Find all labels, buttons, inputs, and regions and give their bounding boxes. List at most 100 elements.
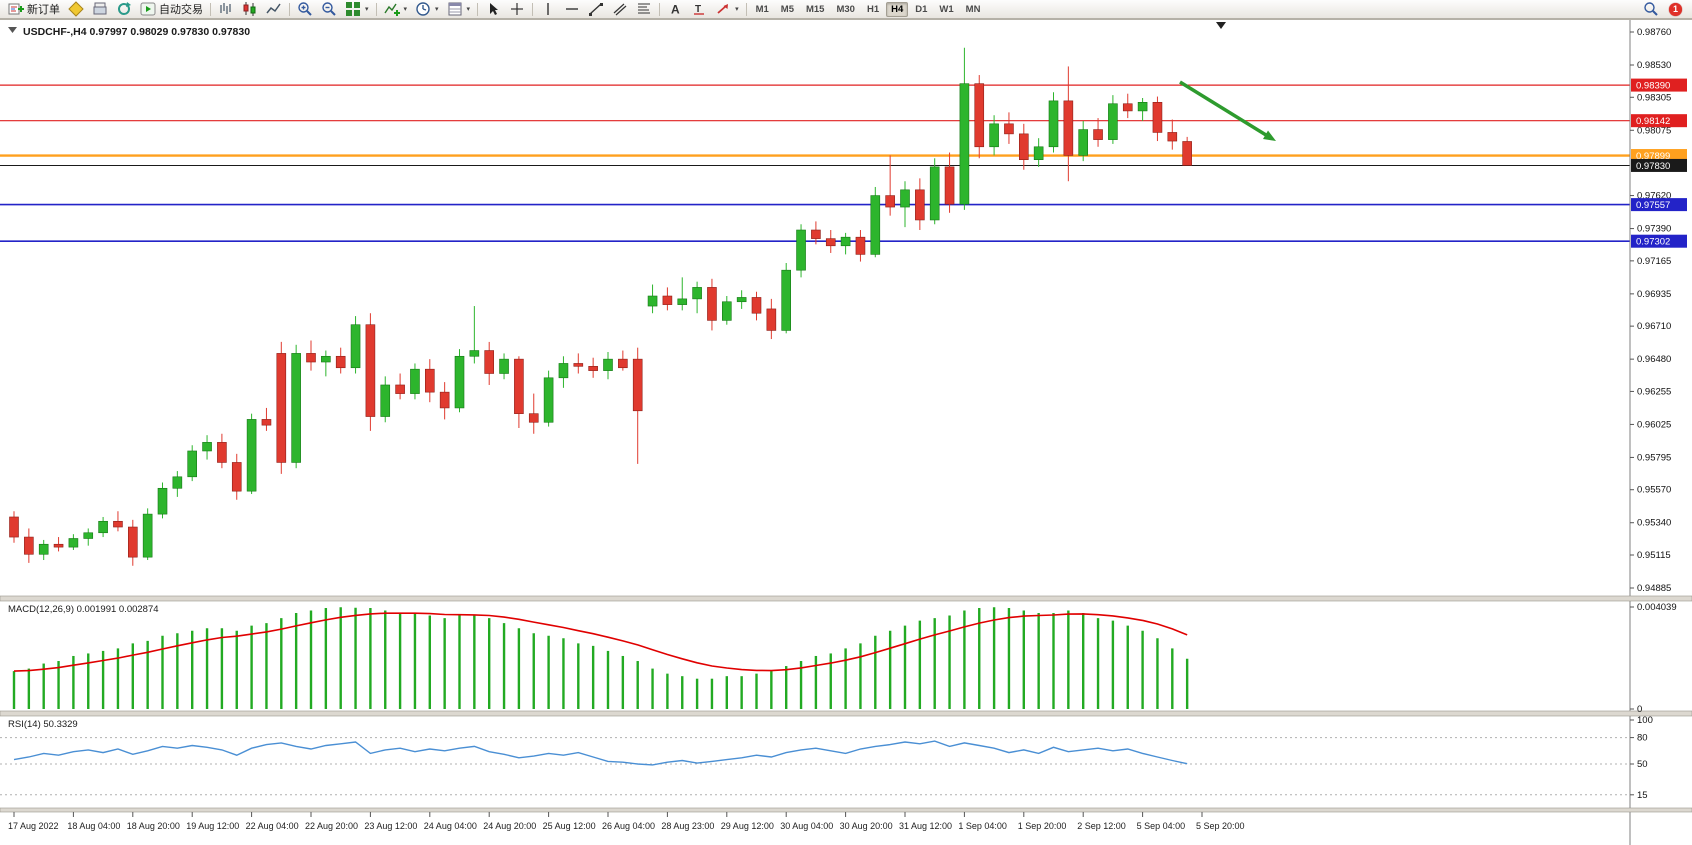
chart-shift-marker[interactable]: [1216, 22, 1226, 29]
panel-divider-2[interactable]: [0, 710, 1692, 717]
time-axis-label: 18 Aug 20:00: [127, 821, 180, 831]
candle-body: [1033, 146, 1044, 161]
candle-body: [1167, 132, 1178, 142]
candle-body: [959, 83, 970, 205]
channel-icon: [613, 3, 627, 16]
chart-canvas[interactable]: USDCHF-,H4 0.97997 0.98029 0.97830 0.978…: [0, 19, 1692, 845]
text-label-icon: T: [694, 4, 705, 15]
time-axis-label: 26 Aug 04:00: [602, 821, 655, 831]
search-icon: [1644, 2, 1658, 16]
candle-body: [291, 353, 301, 463]
trendline-button[interactable]: [584, 0, 608, 19]
candle-body: [128, 526, 138, 558]
text-icon: A: [671, 3, 680, 17]
vertical-line-button[interactable]: [536, 0, 560, 19]
candle-body: [1018, 133, 1029, 161]
timeframe-button-h4[interactable]: H4: [886, 1, 909, 17]
refresh-button[interactable]: [112, 0, 136, 19]
profiles-button[interactable]: [88, 0, 112, 19]
timeframe-button-w1[interactable]: W1: [939, 3, 954, 15]
chart-type-candles-button[interactable]: [238, 0, 262, 19]
candle-body: [603, 358, 613, 371]
time-axis-label: 24 Aug 04:00: [424, 821, 477, 831]
trend-arrow[interactable]: [1179, 80, 1267, 137]
candle-body: [840, 236, 851, 247]
price-axis-label: 0.95570: [1637, 485, 1671, 496]
timeframe-button-m30[interactable]: M30: [836, 3, 855, 15]
tile-windows-button[interactable]: ▾: [341, 0, 373, 19]
candle-body: [870, 195, 881, 255]
candle-body: [439, 391, 450, 409]
candle-body: [321, 355, 331, 363]
chart-type-bars-button[interactable]: [214, 0, 238, 19]
notification-badge[interactable]: 1: [1669, 2, 1682, 16]
toolbar-separator: [477, 2, 479, 16]
equidistant-channel-button[interactable]: [608, 0, 632, 19]
candle-body: [335, 355, 346, 369]
candle-body: [395, 384, 405, 394]
trendline-icon: [589, 3, 604, 16]
panel-divider-1[interactable]: [0, 595, 1692, 602]
timeframe-button-mn[interactable]: MN: [965, 3, 981, 15]
candle-body: [989, 123, 999, 148]
rsi-axis-label: 100: [1637, 715, 1653, 726]
tile-windows-icon: [346, 2, 360, 16]
chart-type-line-button[interactable]: [262, 0, 286, 19]
timeframe-button-m5[interactable]: M5: [780, 3, 794, 15]
new-order-button[interactable]: 新订单: [4, 0, 64, 19]
chart-window: USDCHF-,H4 0.97997 0.98029 0.97830 0.978…: [0, 19, 1692, 845]
candle-body: [98, 520, 108, 534]
time-axis-label: 30 Aug 04:00: [780, 821, 833, 831]
candle-body: [454, 355, 465, 409]
text-label-button[interactable]: T: [687, 0, 711, 19]
zoom-out-button[interactable]: [317, 0, 341, 19]
cursor-button[interactable]: [481, 0, 505, 19]
autotrading-button[interactable]: 自动交易: [136, 0, 207, 19]
timeframe-button-m15[interactable]: M15: [805, 3, 825, 15]
autotrading-icon: [140, 2, 156, 16]
macd-signal-line: [13, 612, 1188, 672]
search-button[interactable]: [1639, 0, 1663, 19]
rsi-axis-label: 80: [1637, 733, 1648, 744]
candle-body: [900, 189, 910, 208]
fibonacci-button[interactable]: [632, 0, 656, 19]
panel-divider-3[interactable]: [0, 807, 1692, 813]
timeframe-button-h1[interactable]: H1: [866, 3, 880, 15]
refresh-icon: [118, 2, 131, 15]
candles-icon: [243, 2, 256, 16]
price-axis-label: 0.96255: [1637, 386, 1671, 397]
indicators-icon: [383, 3, 400, 16]
candle-body: [1063, 100, 1074, 156]
periods-button[interactable]: ▾: [411, 0, 443, 19]
time-axis-label: 28 Aug 23:00: [661, 821, 714, 831]
candle-body: [113, 520, 123, 528]
crosshair-button[interactable]: [505, 0, 529, 19]
time-axis-label: 1 Sep 20:00: [1018, 821, 1067, 831]
price-axis-label: 0.96025: [1637, 419, 1671, 430]
price-axis-label: 0.97620: [1637, 191, 1671, 202]
candle-body: [677, 298, 688, 305]
candle-body: [751, 297, 762, 314]
horizontal-line-button[interactable]: [560, 0, 584, 19]
autotrading-button-label: 自动交易: [159, 4, 203, 16]
candle-body: [365, 324, 376, 417]
new-order-button-label: 新订单: [27, 4, 60, 16]
support-line-1-badge: [1631, 198, 1687, 212]
text-button[interactable]: A: [663, 0, 687, 19]
chevron-down-icon: ▾: [365, 6, 369, 13]
arrows-button[interactable]: ▾: [711, 0, 743, 19]
indicators-button[interactable]: ▾: [380, 0, 412, 19]
price-axis-label: 0.96710: [1637, 321, 1671, 332]
candle-body: [692, 287, 702, 300]
new-chart-button[interactable]: [64, 0, 88, 19]
bid-price-line-badge: [1631, 158, 1687, 172]
timeframe-button-m1[interactable]: M1: [755, 3, 769, 15]
price-axis-label: 0.96935: [1637, 289, 1671, 300]
zoom-in-button[interactable]: [293, 0, 317, 19]
templates-button[interactable]: ▾: [443, 0, 475, 19]
timeframe-button-d1[interactable]: D1: [915, 3, 928, 15]
candle-body: [380, 384, 391, 417]
toolbar-separator: [210, 2, 211, 16]
bars-icon: [220, 3, 231, 14]
chevron-down-icon: ▾: [735, 6, 739, 13]
